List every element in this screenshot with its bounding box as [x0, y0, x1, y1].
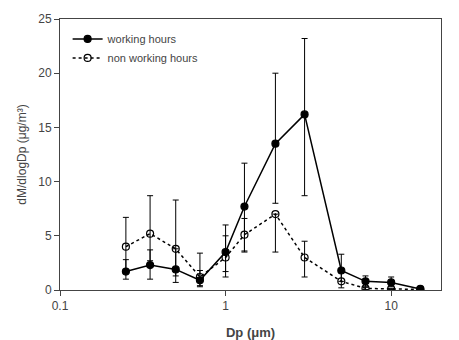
svg-text:0.1: 0.1	[52, 299, 69, 313]
svg-text:15: 15	[38, 121, 52, 135]
svg-text:20: 20	[38, 66, 52, 80]
svg-text:10: 10	[384, 299, 398, 313]
svg-text:10: 10	[38, 175, 52, 189]
svg-text:25: 25	[38, 12, 52, 26]
svg-text:dM/dlogDp (μg/m³): dM/dlogDp (μg/m³)	[15, 104, 29, 204]
svg-text:0: 0	[45, 283, 52, 297]
svg-text:non working hours: non working hours	[108, 52, 198, 64]
svg-text:working hours: working hours	[107, 33, 177, 45]
svg-text:1: 1	[222, 299, 229, 313]
svg-text:Dp (μm): Dp (μm)	[226, 325, 275, 340]
svg-text:5: 5	[45, 229, 52, 243]
